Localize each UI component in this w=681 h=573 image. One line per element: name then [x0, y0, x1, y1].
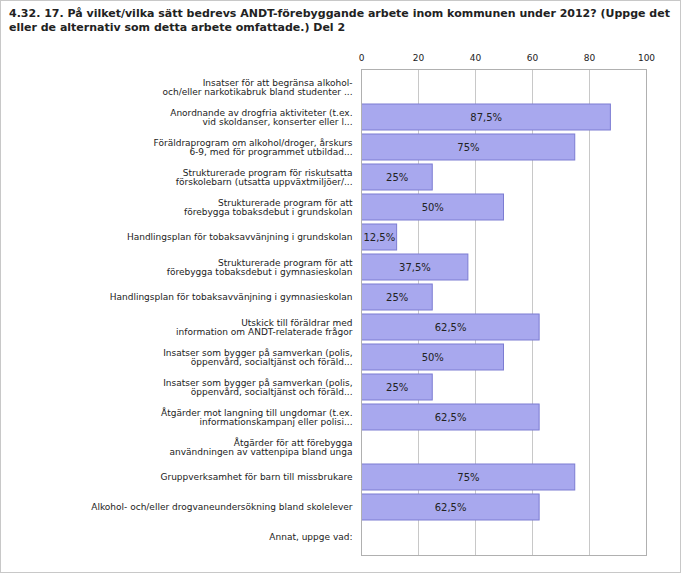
svg-text:Annat, uppge vad:: Annat, uppge vad:: [269, 532, 352, 542]
svg-text:37,5%: 37,5%: [399, 262, 431, 273]
svg-text:Gruppverksamhet för barn till: Gruppverksamhet för barn till missbrukar…: [160, 472, 352, 482]
svg-text:80: 80: [584, 53, 596, 63]
svg-text:0: 0: [359, 53, 365, 63]
svg-text:50%: 50%: [422, 352, 444, 363]
svg-text:75%: 75%: [457, 472, 479, 483]
svg-text:12,5%: 12,5%: [363, 232, 395, 243]
svg-text:40: 40: [470, 53, 482, 63]
svg-text:Åtgärder för att förebyggaanvä: Åtgärder för att förebyggaanvändningen a…: [170, 437, 353, 457]
svg-text:25%: 25%: [386, 172, 408, 183]
svg-text:Insatser för att begränsa alko: Insatser för att begränsa alkohol-och/el…: [162, 78, 352, 97]
svg-text:Strukturerade program för risk: Strukturerade program för riskutsattaför…: [176, 168, 353, 187]
svg-text:20: 20: [413, 53, 425, 63]
svg-text:50%: 50%: [422, 202, 444, 213]
svg-text:Åtgärder mot langning till ung: Åtgärder mot langning till ungdomar (t.e…: [161, 407, 352, 427]
svg-text:Strukturerade program för attf: Strukturerade program för attförebygga t…: [184, 198, 353, 217]
svg-text:87,5%: 87,5%: [470, 112, 502, 123]
svg-text:Handlingsplan för tobaksavvänj: Handlingsplan för tobaksavvänjning i gym…: [110, 292, 353, 302]
svg-text:Strukturerade program för attf: Strukturerade program för attförebygga t…: [167, 258, 353, 277]
svg-text:Alkohol- och/eller drogvaneund: Alkohol- och/eller drogvaneundersökning …: [91, 502, 352, 512]
svg-text:62,5%: 62,5%: [435, 322, 467, 333]
svg-text:62,5%: 62,5%: [435, 502, 467, 513]
svg-text:Insatser som bygger på samverk: Insatser som bygger på samverkan (polis,…: [163, 378, 352, 397]
html-text:4.32. 17. På vilket/vilka sätt: 4.32. 17. På vilket/vilka sätt bedrevs A…: [9, 7, 670, 34]
svg-text:25%: 25%: [386, 382, 408, 393]
svg-text:Handlingsplan för tobaksavvänj: Handlingsplan för tobaksavvänjning i gru…: [127, 232, 353, 242]
svg-text:Insatser som bygger på samverk: Insatser som bygger på samverkan (polis,…: [163, 348, 352, 367]
svg-text:Anordnande av drogfria aktivit: Anordnande av drogfria aktiviteter (t.ex…: [170, 108, 352, 127]
svg-text:Föräldraprogram om alkohol/dro: Föräldraprogram om alkohol/droger, årsku…: [154, 138, 353, 157]
svg-text:60: 60: [527, 53, 539, 63]
svg-text:62,5%: 62,5%: [435, 412, 467, 423]
svg-text:75%: 75%: [457, 142, 479, 153]
svg-text:25%: 25%: [386, 292, 408, 303]
svg-text:Utskick till föräldrar medinfo: Utskick till föräldrar medinformation om…: [176, 318, 353, 337]
svg-text:100: 100: [638, 53, 655, 63]
